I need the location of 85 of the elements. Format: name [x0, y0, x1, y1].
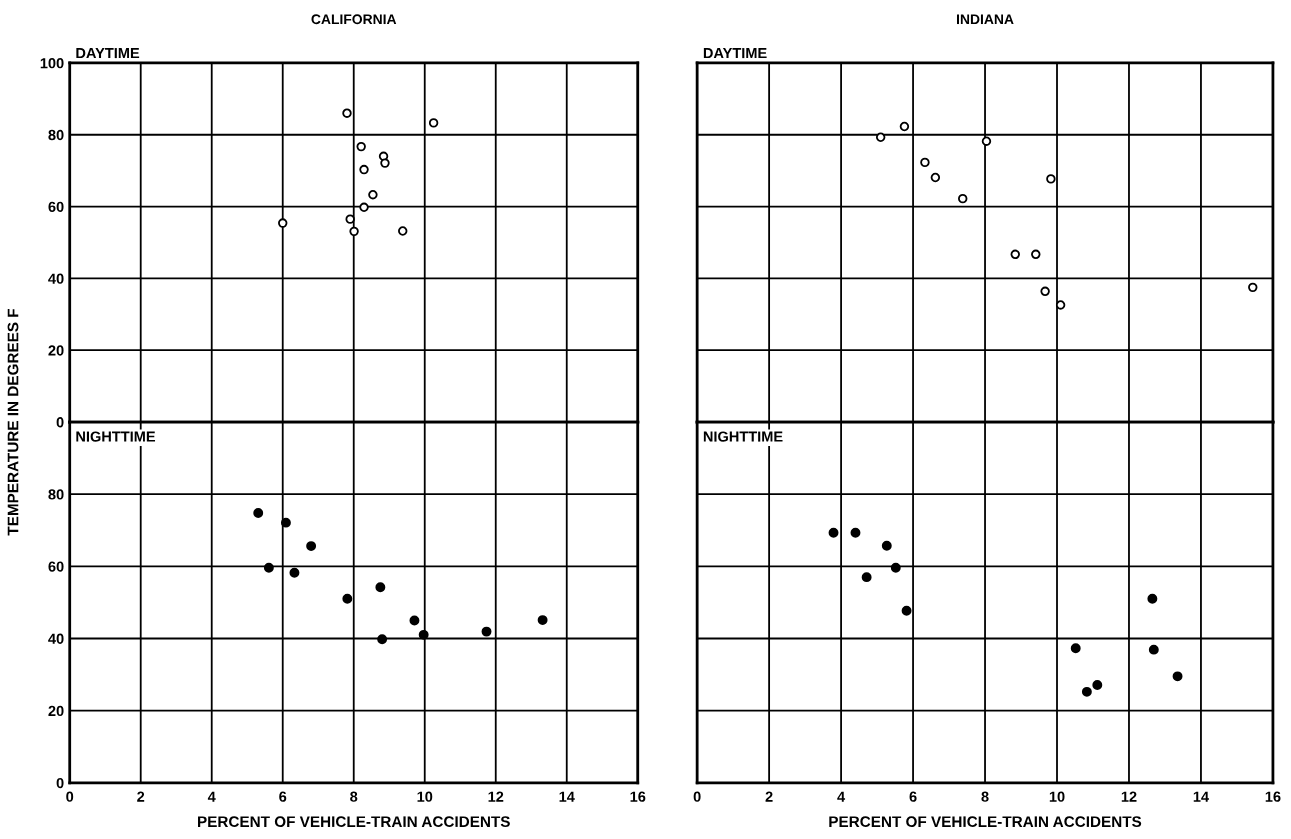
point: [850, 527, 861, 538]
chart-title: INDIANA: [957, 14, 1014, 25]
point: [875, 132, 886, 142]
x-axis-title: PERCENT OF VEHICLE-TRAIN ACCIDENTS: [829, 816, 1142, 828]
point: [1147, 593, 1158, 604]
point: [1055, 300, 1066, 310]
y-tick-label: 40: [48, 273, 64, 284]
x-tick-label: 14: [1193, 791, 1209, 802]
point: [418, 629, 429, 640]
point: [828, 527, 839, 538]
point: [981, 136, 992, 146]
point: [359, 164, 369, 175]
y-tick-label: 60: [48, 561, 64, 572]
point: [306, 541, 317, 552]
point: [349, 226, 359, 237]
y-tick-label: 80: [48, 489, 64, 500]
point: [428, 118, 439, 128]
point: [377, 634, 388, 645]
x-tick-label: 16: [630, 791, 646, 802]
annotation: NIGHTTIME: [76, 431, 156, 442]
x-tick-label: 4: [207, 791, 216, 802]
point: [1010, 249, 1020, 260]
y-tick-label: 80: [48, 129, 64, 141]
y-tick-label: 40: [48, 633, 64, 644]
point: [1248, 282, 1258, 293]
point: [1081, 686, 1092, 697]
point: [881, 540, 892, 551]
point: [253, 507, 264, 518]
x-tick-label: 10: [1049, 791, 1065, 802]
x-tick-label: 6: [909, 791, 917, 802]
point: [375, 582, 386, 593]
point: [890, 562, 901, 573]
y-tick-label: 60: [48, 201, 64, 212]
y-tick-label: 20: [48, 345, 64, 356]
point: [1148, 644, 1159, 655]
point: [380, 158, 390, 168]
y-tick-label: 0: [56, 417, 64, 428]
text: DAYTIME: [703, 48, 767, 59]
point: [342, 108, 352, 118]
point: [537, 615, 548, 626]
point: [958, 193, 968, 204]
point: [345, 214, 355, 224]
x-tick-label: 10: [417, 791, 433, 802]
point: [398, 226, 408, 236]
x-axis-title: PERCENT OF VEHICLE-TRAIN ACCIDENTS: [198, 816, 510, 828]
point: [278, 218, 288, 228]
x-tick-label: 16: [1265, 791, 1281, 802]
x-tick-label: 12: [1121, 791, 1137, 802]
point: [930, 172, 941, 183]
y-tick-label: 100: [40, 58, 64, 69]
point: [1046, 174, 1056, 184]
chart-title: CALIFORNIA: [311, 14, 397, 25]
x-tick-label: 4: [837, 791, 846, 802]
point: [901, 605, 912, 616]
x-tick-label: 12: [488, 791, 504, 802]
x-tick-label: 0: [693, 791, 701, 802]
point: [289, 567, 300, 578]
point: [280, 517, 291, 528]
point: [368, 190, 378, 200]
point: [1172, 671, 1183, 682]
x-tick-label: 8: [350, 791, 358, 802]
y-tick-label: 0: [56, 777, 64, 789]
point: [1070, 643, 1081, 654]
x-tick-label: 2: [765, 791, 773, 802]
x-tick-label: 0: [66, 791, 74, 802]
point: [342, 593, 353, 604]
y-tick-label: 20: [48, 705, 64, 717]
point: [356, 141, 366, 152]
point: [899, 121, 910, 132]
point: [1031, 249, 1041, 260]
point: [263, 562, 274, 573]
point: [1040, 286, 1050, 297]
point: [409, 615, 420, 626]
point: [861, 572, 872, 583]
x-tick-label: 6: [279, 791, 287, 802]
point: [1092, 680, 1103, 690]
annotation: NIGHTTIME: [703, 431, 783, 442]
y-axis-title: TEMPERATURE IN DEGREES F: [7, 308, 19, 536]
x-tick-label: 14: [559, 791, 575, 802]
x-tick-label: 2: [137, 791, 145, 802]
point: [920, 157, 930, 168]
text: DAYTIME: [76, 48, 140, 59]
point: [481, 626, 492, 637]
x-tick-label: 8: [981, 791, 989, 802]
point: [359, 202, 369, 212]
